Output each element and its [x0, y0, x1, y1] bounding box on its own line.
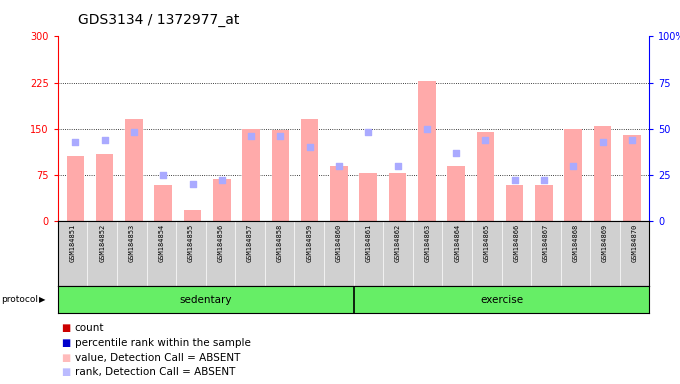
Text: sedentary: sedentary: [180, 295, 232, 305]
Bar: [242, 129, 260, 221]
Bar: [67, 156, 84, 221]
Point: [568, 162, 579, 169]
Bar: [154, 185, 172, 221]
Point: [392, 162, 403, 169]
Text: GSM184861: GSM184861: [365, 224, 371, 262]
Bar: [125, 119, 143, 221]
Point: [275, 133, 286, 139]
Bar: [271, 130, 289, 221]
Text: GSM184860: GSM184860: [336, 224, 342, 262]
Text: GSM184865: GSM184865: [483, 224, 490, 262]
Text: GSM184851: GSM184851: [69, 224, 75, 262]
Point: [70, 139, 81, 145]
Text: GSM184852: GSM184852: [99, 224, 105, 262]
Point: [480, 137, 491, 143]
Bar: [477, 132, 494, 221]
Point: [333, 162, 344, 169]
Bar: [594, 126, 611, 221]
Point: [626, 137, 637, 143]
Bar: [184, 210, 201, 221]
Bar: [447, 166, 465, 221]
Point: [129, 129, 139, 136]
Point: [99, 137, 110, 143]
Bar: [389, 173, 407, 221]
Bar: [564, 129, 582, 221]
Text: rank, Detection Call = ABSENT: rank, Detection Call = ABSENT: [75, 367, 235, 377]
Point: [187, 181, 198, 187]
Text: GSM184868: GSM184868: [573, 224, 579, 262]
Text: GSM184862: GSM184862: [395, 224, 401, 262]
Bar: [535, 185, 553, 221]
Point: [245, 133, 256, 139]
Text: ■: ■: [61, 338, 71, 348]
Point: [597, 139, 608, 145]
Bar: [418, 81, 436, 221]
Text: count: count: [75, 323, 104, 333]
Point: [539, 177, 549, 183]
Text: GSM184863: GSM184863: [424, 224, 430, 262]
Text: GSM184866: GSM184866: [513, 224, 520, 262]
Bar: [360, 173, 377, 221]
Text: GSM184853: GSM184853: [129, 224, 135, 262]
Bar: [506, 185, 524, 221]
Point: [451, 149, 462, 156]
Text: GSM184870: GSM184870: [632, 224, 638, 262]
Text: GSM184867: GSM184867: [543, 224, 549, 262]
Text: ■: ■: [61, 353, 71, 362]
Point: [216, 177, 227, 183]
Text: exercise: exercise: [480, 295, 523, 305]
Bar: [623, 135, 641, 221]
Point: [304, 144, 315, 150]
Text: ▶: ▶: [39, 295, 46, 304]
Point: [509, 177, 520, 183]
Text: GSM184855: GSM184855: [188, 224, 194, 262]
Text: protocol: protocol: [1, 295, 37, 304]
Text: value, Detection Call = ABSENT: value, Detection Call = ABSENT: [75, 353, 240, 362]
Point: [422, 126, 432, 132]
Text: GSM184869: GSM184869: [602, 224, 608, 262]
Bar: [213, 179, 231, 221]
Text: ■: ■: [61, 367, 71, 377]
Text: GSM184856: GSM184856: [218, 224, 224, 262]
Text: GSM184864: GSM184864: [454, 224, 460, 262]
Bar: [301, 119, 318, 221]
Text: GSM184854: GSM184854: [158, 224, 165, 262]
Point: [363, 129, 374, 136]
Bar: [96, 154, 114, 221]
Text: GDS3134 / 1372977_at: GDS3134 / 1372977_at: [78, 13, 239, 27]
Text: ■: ■: [61, 323, 71, 333]
Text: GSM184859: GSM184859: [306, 224, 312, 262]
Text: percentile rank within the sample: percentile rank within the sample: [75, 338, 251, 348]
Bar: [330, 166, 347, 221]
Text: GSM184857: GSM184857: [247, 224, 253, 262]
Text: GSM184858: GSM184858: [277, 224, 283, 262]
Point: [158, 172, 169, 178]
